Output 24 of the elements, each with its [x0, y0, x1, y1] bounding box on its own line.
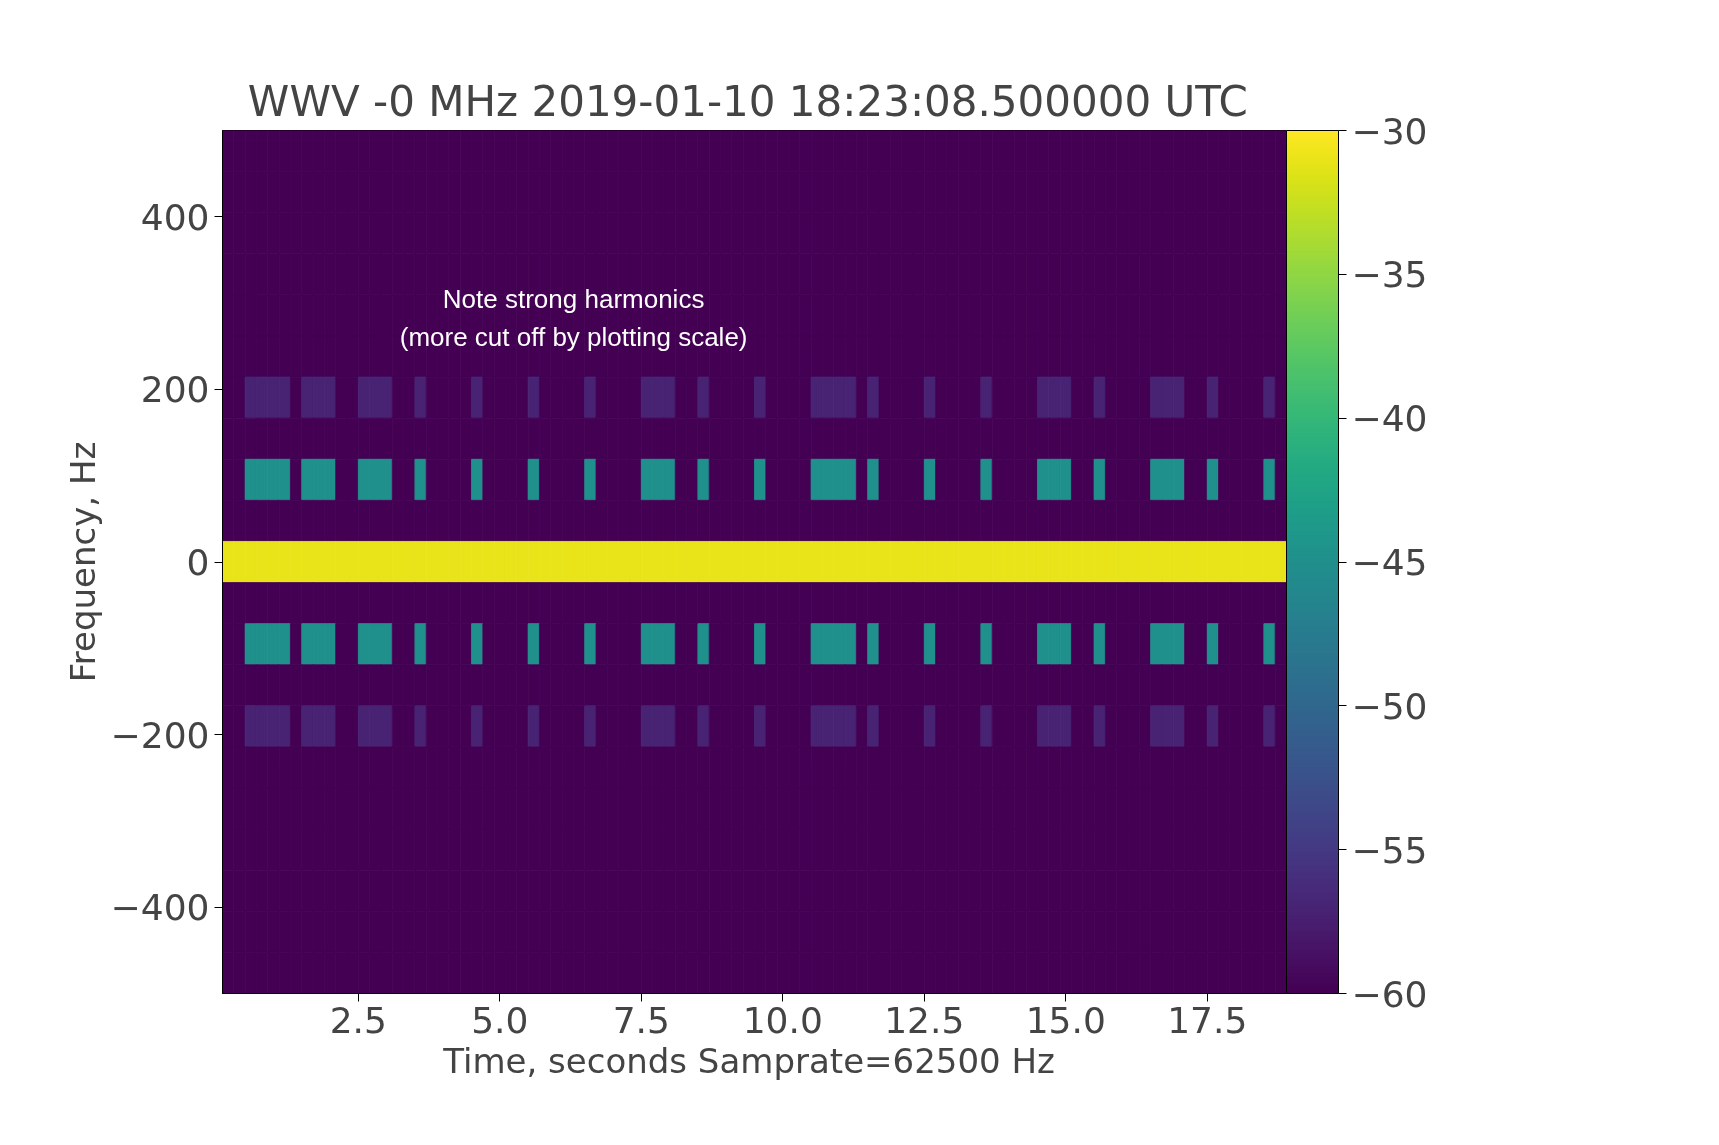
y-axis-title: Frequency, Hz: [62, 441, 103, 683]
color-bar-label: −35: [1351, 254, 1428, 296]
y-tick-label: 200: [140, 369, 210, 411]
x-tick-label: 2.5: [329, 999, 387, 1041]
annotation: Note strong harmonics: [442, 283, 705, 314]
y-tick-label: −200: [110, 714, 210, 756]
chart-title: WWV -0 MHz 2019-01-10 18:23:08.500000 UTC: [247, 76, 1248, 126]
color-bar-label: −55: [1351, 829, 1428, 871]
x-tick-label: 10.0: [742, 999, 823, 1041]
x-axis-title: Time, seconds Samprate=62500 Hz: [442, 1040, 1055, 1081]
x-tick-label: 17.5: [1167, 999, 1248, 1041]
color-bar-label: −45: [1351, 542, 1428, 583]
x-tick-label: 5.0: [471, 999, 529, 1041]
y-tick-label: 400: [140, 196, 210, 238]
x-tick-label: 7.5: [612, 999, 670, 1041]
x-tick-label: 15.0: [1025, 999, 1106, 1041]
y-tick-label: −400: [110, 887, 210, 929]
color-bar-label: −40: [1351, 398, 1428, 440]
y-tick-label: 0: [186, 542, 210, 583]
annotation: (more cut off by plotting scale): [399, 321, 748, 352]
x-tick-label: 12.5: [884, 999, 965, 1041]
color-bar-label: −50: [1351, 685, 1428, 727]
color-bar-label: −60: [1351, 973, 1428, 1015]
color-bar-label: −30: [1351, 110, 1428, 152]
